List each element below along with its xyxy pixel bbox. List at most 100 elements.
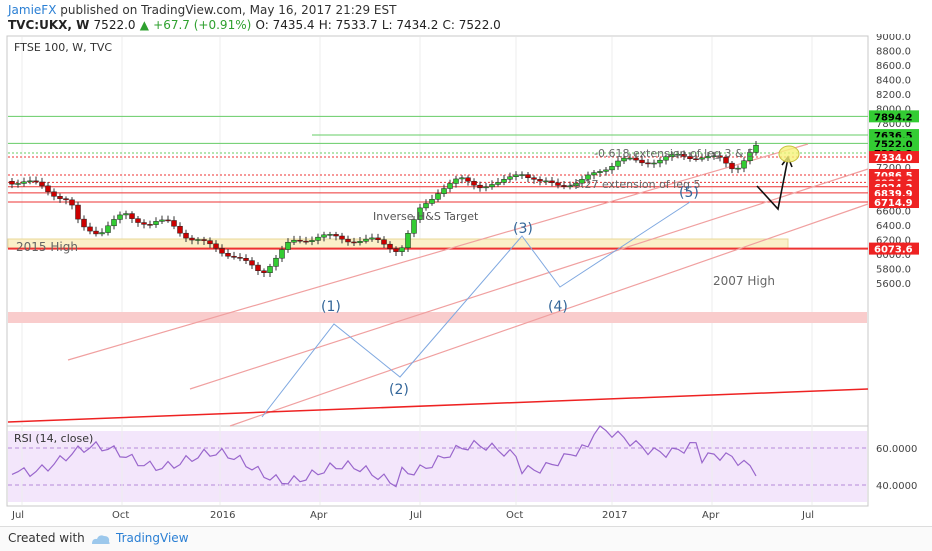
rsi-axis[interactable]: 60.0000 40.0000 xyxy=(876,444,917,492)
candle-body xyxy=(537,179,543,182)
candle-body xyxy=(39,181,45,187)
candle-body xyxy=(717,155,723,158)
price-badge xyxy=(869,242,919,255)
candle-body xyxy=(621,157,627,162)
horizontal-levels xyxy=(8,115,868,250)
candle-body xyxy=(27,180,33,183)
target-ellipse xyxy=(778,145,800,163)
tradingview-brand-link[interactable]: TradingView xyxy=(116,531,189,545)
candle-body xyxy=(465,177,471,182)
price-tick-label: 8200.0 xyxy=(876,90,911,101)
candle-body xyxy=(165,219,171,222)
candle-body xyxy=(255,264,261,272)
candle-body xyxy=(375,237,381,240)
wave-label-3: (3) xyxy=(513,221,533,237)
price-tick-label: 6200.0 xyxy=(876,235,911,246)
rsi-line xyxy=(11,425,757,488)
time-tick-label: Apr xyxy=(702,510,720,521)
candle-body xyxy=(705,156,711,159)
candle-body xyxy=(231,255,237,258)
candle-body xyxy=(477,184,483,189)
time-tick-label: Jul xyxy=(801,510,814,521)
candle-body xyxy=(207,240,213,245)
candle-body xyxy=(543,180,549,183)
label-inverse-hs: Inverse H&S Target xyxy=(373,210,479,223)
label-ext-27: -0.27 extension of leg 5 xyxy=(570,178,700,191)
candle-body xyxy=(519,174,525,176)
candle-body xyxy=(279,249,285,259)
candle-body xyxy=(711,155,717,158)
candle-body xyxy=(33,180,39,183)
candle-body xyxy=(315,236,321,241)
candle-body xyxy=(141,222,147,225)
price-badge xyxy=(869,110,919,123)
candle-body xyxy=(609,166,615,171)
candle-body xyxy=(483,186,489,189)
price-tick-label: 6000.0 xyxy=(876,250,911,261)
candle-body xyxy=(345,238,351,243)
candle-body xyxy=(285,241,291,250)
author-link[interactable]: JamieFX xyxy=(8,3,57,17)
time-tick-label: 2017 xyxy=(602,510,627,521)
candle-body xyxy=(309,240,315,242)
price-badge xyxy=(869,186,919,199)
label-ext-618: -0.618 extension of leg 3 & 5 xyxy=(594,147,754,160)
chart-header: JamieFX published on TradingView.com, Ma… xyxy=(0,0,932,34)
time-tick-label: Oct xyxy=(112,510,129,521)
publish-line: JamieFX published on TradingView.com, Ma… xyxy=(8,3,396,17)
candle-body xyxy=(573,182,579,187)
candle-body xyxy=(333,234,339,237)
candle-body xyxy=(591,172,597,176)
candle-body xyxy=(441,188,447,194)
candle-body xyxy=(117,214,123,220)
candle-body xyxy=(69,199,75,206)
price-chart[interactable]: FTSE 100, W, TVC RSI (14, close) -0.618 … xyxy=(0,34,932,526)
candle-body xyxy=(495,182,501,185)
candle-body xyxy=(369,237,375,240)
main-pane[interactable] xyxy=(6,35,869,427)
price-tick-label: 8600.0 xyxy=(876,61,911,72)
candle-body xyxy=(357,241,363,243)
candle-body xyxy=(105,225,111,233)
candle-body xyxy=(687,156,693,159)
time-tick-label: Apr xyxy=(310,510,328,521)
price-tick-label: 7800.0 xyxy=(876,119,911,130)
price-badge xyxy=(869,196,919,209)
candle-body xyxy=(45,185,51,193)
price-tick-label: 7200.0 xyxy=(876,163,911,174)
price-change: +67.7 (+0.91%) xyxy=(153,18,252,32)
ohlc-line: TVC:UKX, W 7522.0 ▲ +67.7 (+0.91%) O: 74… xyxy=(8,18,501,32)
candle-body xyxy=(273,257,279,267)
close-value: C: 7522.0 xyxy=(442,18,501,32)
price-badge-label: 6714.9 xyxy=(874,198,913,209)
candle-body xyxy=(135,218,141,223)
candle-body xyxy=(723,157,729,164)
price-tick-label: 8400.0 xyxy=(876,76,911,87)
price-badge-label: 7894.2 xyxy=(874,112,913,123)
candle-body xyxy=(639,159,645,164)
rsi-tick-label: 40.0000 xyxy=(876,481,917,492)
candle-body xyxy=(213,243,219,249)
candle-body xyxy=(561,185,567,187)
candle-body xyxy=(555,182,561,186)
footer: Created with TradingView xyxy=(0,526,932,551)
candle-body xyxy=(327,234,333,236)
candle-body xyxy=(435,193,441,200)
candle-body xyxy=(405,233,411,249)
rsi-tick-label: 60.0000 xyxy=(876,444,917,455)
candle-body xyxy=(675,154,681,156)
candle-body xyxy=(729,162,735,170)
candle-body xyxy=(399,247,405,252)
candles xyxy=(9,141,759,278)
candle-body xyxy=(291,239,297,243)
candle-body xyxy=(411,219,417,234)
price-tick-label: 8800.0 xyxy=(876,47,911,58)
price-badges: 7894.27636.57522.07390.37334.07086.56984… xyxy=(869,110,919,256)
candle-body xyxy=(21,181,27,184)
rsi-band xyxy=(8,431,867,502)
candle-body xyxy=(177,225,183,234)
candle-body xyxy=(489,184,495,188)
candle-body xyxy=(51,191,57,197)
time-axis[interactable]: Jul Oct 2016 Apr Jul Oct 2017 Apr Jul xyxy=(11,510,814,521)
elliott-wave-path xyxy=(261,201,691,418)
